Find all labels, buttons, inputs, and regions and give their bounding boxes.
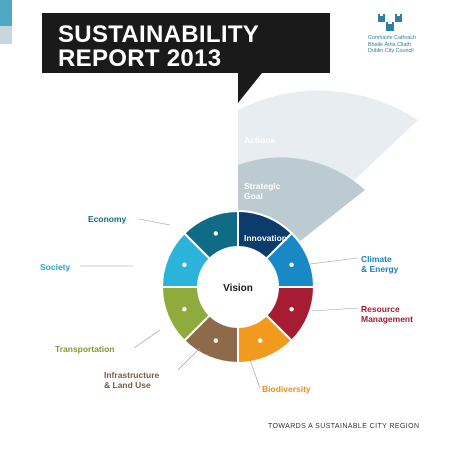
council-logo: Comhairle Cathrach Bhaile Átha Cliath Du…: [368, 14, 448, 74]
vision-center: [198, 247, 278, 327]
resource-management-label: Resource Management: [361, 304, 413, 324]
corner-color-strip: [0, 0, 12, 44]
transportation-label: Transportation: [55, 344, 115, 354]
council-name: Comhairle Cathrach Bhaile Átha Cliath Du…: [368, 35, 416, 55]
title-line-2: REPORT 2013: [58, 45, 222, 72]
infrastructure-land-use-label: Infrastructure & Land Use: [104, 370, 160, 390]
council-name-line-1: Comhairle Cathrach: [368, 35, 416, 41]
title-pointer: [238, 73, 262, 103]
climate-leader: [309, 257, 359, 265]
infrastructure-leader: [177, 347, 201, 371]
vision-label: Vision: [223, 283, 253, 294]
segment-marker-dot: [289, 306, 294, 312]
three-castles-icon: [378, 14, 402, 31]
corner-strip-grey: [0, 26, 12, 44]
title-line-1: SUSTAINABILITY: [58, 21, 260, 48]
biodiversity-label: Biodiversity: [262, 384, 311, 394]
biodiversity-leader: [249, 359, 261, 389]
council-name-line-2: Bhaile Átha Cliath: [368, 41, 411, 48]
segment-marker-dot: [213, 231, 219, 236]
society-label: Society: [40, 262, 71, 272]
economy-label: Economy: [88, 214, 127, 224]
segment-marker-dot: [289, 262, 294, 268]
council-name-line-3: Dublin City Council: [368, 48, 414, 55]
title-banner: SUSTAINABILITY REPORT 2013: [42, 13, 330, 73]
segment-marker-dot: [257, 338, 263, 343]
segment-ring: [160, 209, 316, 365]
corner-strip-blue: [0, 0, 12, 26]
resource-leader: [311, 307, 359, 312]
segment-marker-dot: [213, 338, 219, 343]
strategic-goal-label-text: Strategic: [244, 181, 281, 191]
climate-energy-label: Climate & Energy: [361, 254, 399, 274]
segment-marker-dot: [182, 306, 187, 312]
strategic-goal-label-line-2: Goal: [244, 191, 263, 201]
actions-label: Actions: [244, 135, 275, 145]
segment-marker-dot: [182, 262, 187, 268]
leader-lines: [80, 218, 359, 389]
innovation-label: Innovation: [244, 233, 287, 243]
footer-tagline: TOWARDS A SUSTAINABLE CITY REGION: [268, 423, 420, 430]
strategic-goal-label: Strategic Goal: [244, 181, 283, 201]
economy-leader: [138, 218, 171, 226]
transport-leader: [133, 329, 161, 349]
